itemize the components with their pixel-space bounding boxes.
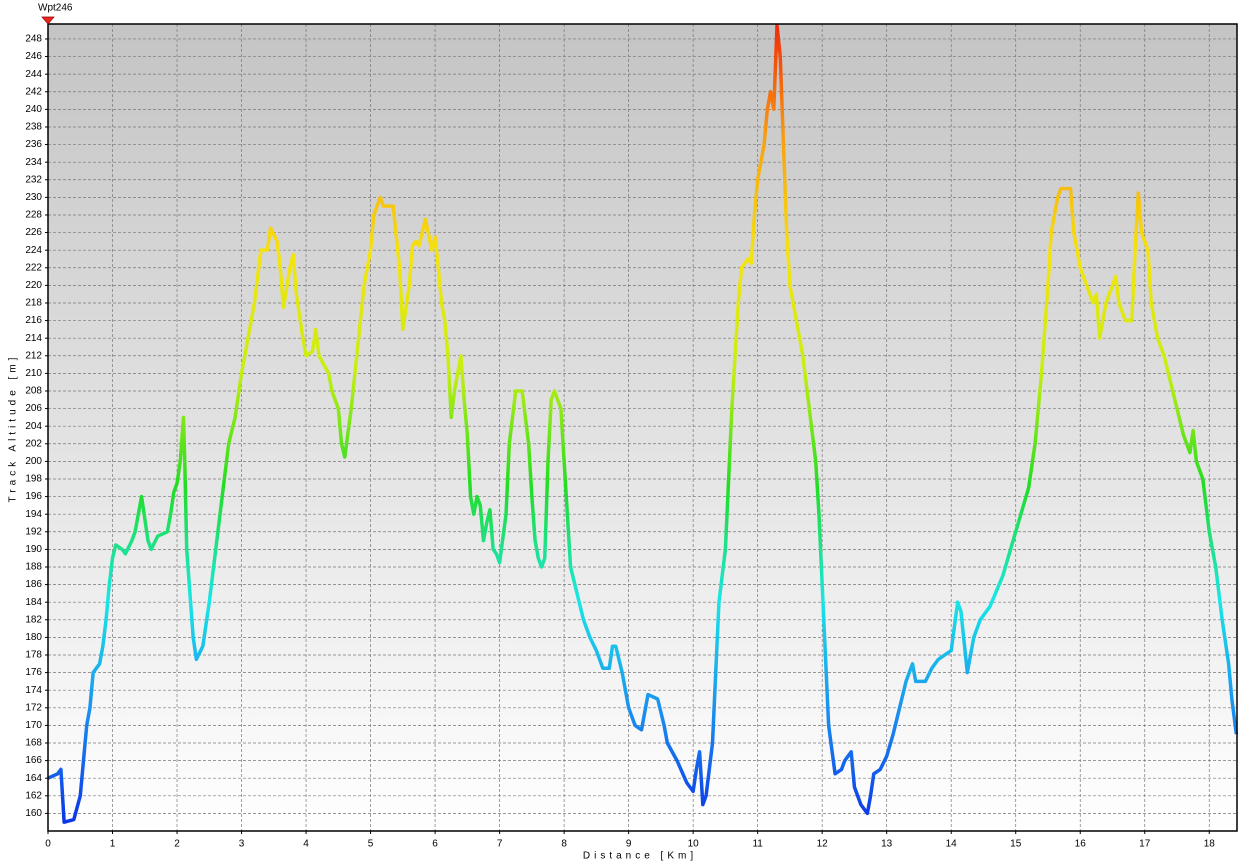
y-tick-label: 208: [25, 386, 42, 397]
x-tick-label: 2: [174, 839, 180, 850]
y-tick-label: 182: [25, 614, 42, 625]
y-axis-title: Track Altitude [m]: [8, 354, 19, 503]
y-tick-label: 214: [25, 333, 42, 344]
y-tick-label: 220: [25, 280, 42, 291]
y-tick-label: 206: [25, 403, 42, 414]
y-tick-label: 200: [25, 456, 42, 467]
y-tick-label: 162: [25, 790, 42, 801]
y-tick-label: 222: [25, 262, 42, 273]
y-tick-label: 198: [25, 474, 42, 485]
y-tick-label: 178: [25, 650, 42, 661]
y-tick-label: 164: [25, 773, 42, 784]
y-tick-label: 190: [25, 544, 42, 555]
y-tick-label: 160: [25, 808, 42, 819]
x-tick-label: 1: [110, 839, 116, 850]
x-tick-label: 7: [497, 839, 503, 850]
y-tick-label: 236: [25, 139, 42, 150]
x-tick-label: 18: [1204, 839, 1216, 850]
x-tick-label: 13: [881, 839, 893, 850]
x-tick-label: 9: [626, 839, 632, 850]
y-tick-label: 180: [25, 632, 42, 643]
y-tick-label: 194: [25, 509, 42, 520]
y-tick-label: 244: [25, 69, 42, 80]
y-tick-label: 172: [25, 702, 42, 713]
x-tick-label: 16: [1075, 839, 1087, 850]
y-tick-label: 228: [25, 210, 42, 221]
y-tick-label: 212: [25, 350, 42, 361]
y-tick-label: 174: [25, 685, 42, 696]
altitude-line: [47, 24, 1239, 824]
y-tick-label: 186: [25, 579, 42, 590]
y-tick-label: 234: [25, 157, 42, 168]
y-tick-label: 230: [25, 192, 42, 203]
y-tick-label: 246: [25, 51, 42, 62]
x-axis-title: Distance [Km]: [583, 851, 697, 861]
y-tick-label: 196: [25, 491, 42, 502]
x-tick-label: 4: [303, 839, 309, 850]
plot-area: [48, 24, 1237, 831]
x-tick-label: 3: [239, 839, 245, 850]
y-tick-label: 188: [25, 562, 42, 573]
x-tick-label: 0: [45, 839, 51, 850]
x-tick-label: 11: [752, 839, 763, 850]
y-tick-label: 232: [25, 174, 42, 185]
y-tick-label: 204: [25, 421, 42, 432]
y-tick-label: 248: [25, 34, 42, 45]
x-tick-label: 15: [1010, 839, 1022, 850]
y-tick-label: 226: [25, 227, 42, 238]
x-tick-label: 17: [1139, 839, 1151, 850]
y-tick-label: 224: [25, 245, 42, 256]
y-tick-label: 202: [25, 438, 42, 449]
y-tick-label: 176: [25, 667, 42, 678]
y-tick-label: 240: [25, 104, 42, 115]
y-tick-label: 166: [25, 755, 42, 766]
y-tick-label: 242: [25, 86, 42, 97]
x-tick-label: 10: [688, 839, 700, 850]
y-tick-label: 216: [25, 315, 42, 326]
x-tick-label: 6: [432, 839, 438, 850]
waypoint-label: Wpt246: [38, 3, 73, 14]
y-tick-label: 168: [25, 738, 42, 749]
x-tick-label: 14: [946, 839, 958, 850]
x-tick-label: 5: [368, 839, 374, 850]
y-tick-label: 218: [25, 298, 42, 309]
y-tick-label: 192: [25, 526, 42, 537]
x-tick-label: 12: [817, 839, 829, 850]
y-tick-label: 184: [25, 597, 42, 608]
y-tick-label: 170: [25, 720, 42, 731]
plot-frame: [47, 23, 1238, 832]
x-tick-label: 8: [561, 839, 567, 850]
y-tick-label: 238: [25, 122, 42, 133]
y-tick-label: 210: [25, 368, 42, 379]
waypoint-marker: [41, 16, 55, 25]
